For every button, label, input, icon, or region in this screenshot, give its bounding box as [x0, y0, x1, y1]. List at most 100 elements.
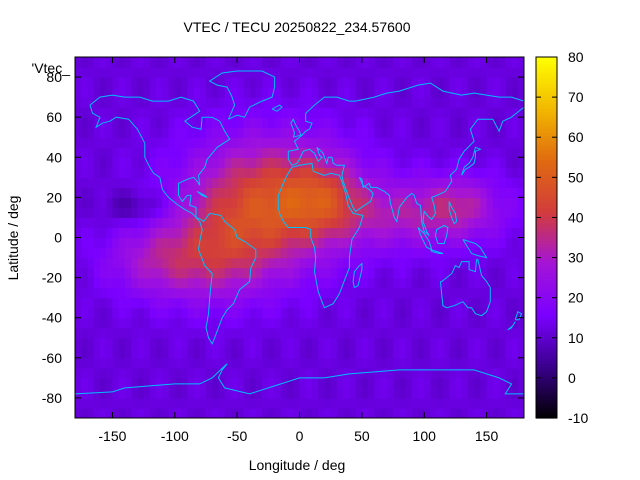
heatmap-cell: [455, 177, 463, 188]
heatmap-cell: [474, 107, 481, 118]
heatmap-cell: [324, 87, 332, 98]
heatmap-cell: [243, 217, 251, 229]
heatmap-cell: [181, 267, 188, 279]
heatmap-cell: [224, 257, 232, 269]
heatmap-cell: [124, 337, 132, 349]
heatmap-cell: [249, 307, 257, 319]
heatmap-cell: [505, 357, 513, 369]
heatmap-cell: [393, 327, 400, 339]
heatmap-cell: [93, 107, 101, 118]
heatmap-cell: [393, 187, 400, 198]
heatmap-cell: [237, 97, 244, 108]
heatmap-cell: [249, 197, 257, 209]
heatmap-cell: [224, 87, 232, 98]
heatmap-cell: [299, 157, 307, 168]
colorbar-segment: [536, 297, 557, 302]
heatmap-cell: [293, 107, 301, 118]
heatmap-cell: [93, 187, 101, 198]
heatmap-cell: [137, 387, 145, 399]
heatmap-cell: [237, 157, 244, 168]
heatmap-cell: [486, 387, 494, 399]
heatmap-cell: [455, 317, 463, 329]
heatmap-cell: [224, 267, 232, 279]
heatmap-cell: [274, 337, 282, 349]
heatmap-cell: [361, 267, 369, 279]
heatmap-cell: [299, 167, 307, 178]
heatmap-cell: [81, 197, 89, 209]
heatmap-cell: [280, 97, 288, 108]
heatmap-cell: [168, 337, 176, 349]
heatmap-cell: [318, 367, 326, 379]
heatmap-cell: [517, 257, 524, 269]
heatmap-cell: [193, 177, 201, 188]
heatmap-cell: [417, 127, 425, 138]
heatmap-cell: [224, 247, 232, 259]
heatmap-cell: [318, 297, 326, 309]
heatmap-cell: [467, 317, 475, 329]
heatmap-cell: [287, 237, 294, 249]
heatmap-cell: [499, 67, 506, 78]
heatmap-cell: [174, 407, 182, 418]
heatmap-cell: [268, 347, 276, 359]
heatmap-cell: [75, 267, 82, 279]
heatmap-cell: [343, 137, 350, 148]
heatmap-cell: [75, 287, 82, 299]
heatmap-cell: [417, 297, 425, 309]
heatmap-cell: [143, 137, 151, 148]
heatmap-cell: [474, 127, 481, 138]
colorbar-segment: [536, 327, 557, 332]
heatmap-cell: [374, 347, 382, 359]
heatmap-cell: [343, 177, 350, 188]
heatmap-cell: [212, 257, 220, 269]
x-tick-label: 50: [354, 428, 370, 444]
heatmap-cell: [137, 227, 145, 239]
heatmap-cell: [249, 147, 257, 158]
heatmap-cell: [274, 357, 282, 369]
heatmap-cell: [99, 307, 107, 319]
heatmap-cell: [349, 167, 357, 178]
heatmap-cell: [112, 257, 120, 269]
heatmap-cell: [193, 147, 201, 158]
heatmap-cell: [218, 357, 226, 369]
heatmap-cell: [118, 337, 126, 349]
heatmap-cell: [492, 407, 500, 418]
heatmap-cell: [486, 347, 494, 359]
heatmap-cell: [386, 377, 394, 389]
heatmap-cell: [243, 67, 251, 78]
heatmap-cell: [374, 187, 382, 198]
heatmap-cell: [361, 107, 369, 118]
colorbar-segment: [536, 369, 557, 374]
heatmap-cell: [386, 247, 394, 259]
heatmap-cell: [268, 67, 276, 78]
heatmap-cell: [99, 237, 107, 249]
heatmap-cell: [361, 257, 369, 269]
heatmap-cell: [93, 347, 101, 359]
heatmap-cell: [255, 67, 263, 78]
heatmap-cell: [499, 407, 506, 418]
heatmap-cell: [149, 287, 157, 299]
heatmap-cell: [380, 137, 388, 148]
heatmap-cell: [181, 97, 188, 108]
heatmap-cell: [293, 347, 301, 359]
heatmap-cell: [492, 67, 500, 78]
heatmap-cell: [405, 357, 413, 369]
heatmap-cell: [486, 377, 494, 389]
heatmap-cell: [162, 227, 170, 239]
heatmap-cell: [237, 247, 244, 259]
heatmap-cell: [249, 297, 257, 309]
heatmap-cell: [374, 237, 382, 249]
heatmap-cell: [393, 217, 400, 229]
heatmap-cell: [393, 147, 400, 158]
heatmap-cell: [399, 367, 407, 379]
colorbar-segment: [536, 300, 557, 305]
heatmap-cell: [480, 147, 488, 158]
heatmap-cell: [274, 97, 282, 108]
heatmap-cell: [131, 217, 138, 229]
heatmap-cell: [262, 107, 269, 118]
heatmap-cell: [349, 147, 357, 158]
heatmap-cell: [361, 87, 369, 98]
heatmap-cell: [112, 207, 120, 219]
heatmap-cell: [318, 397, 326, 409]
heatmap-cell: [455, 397, 463, 409]
